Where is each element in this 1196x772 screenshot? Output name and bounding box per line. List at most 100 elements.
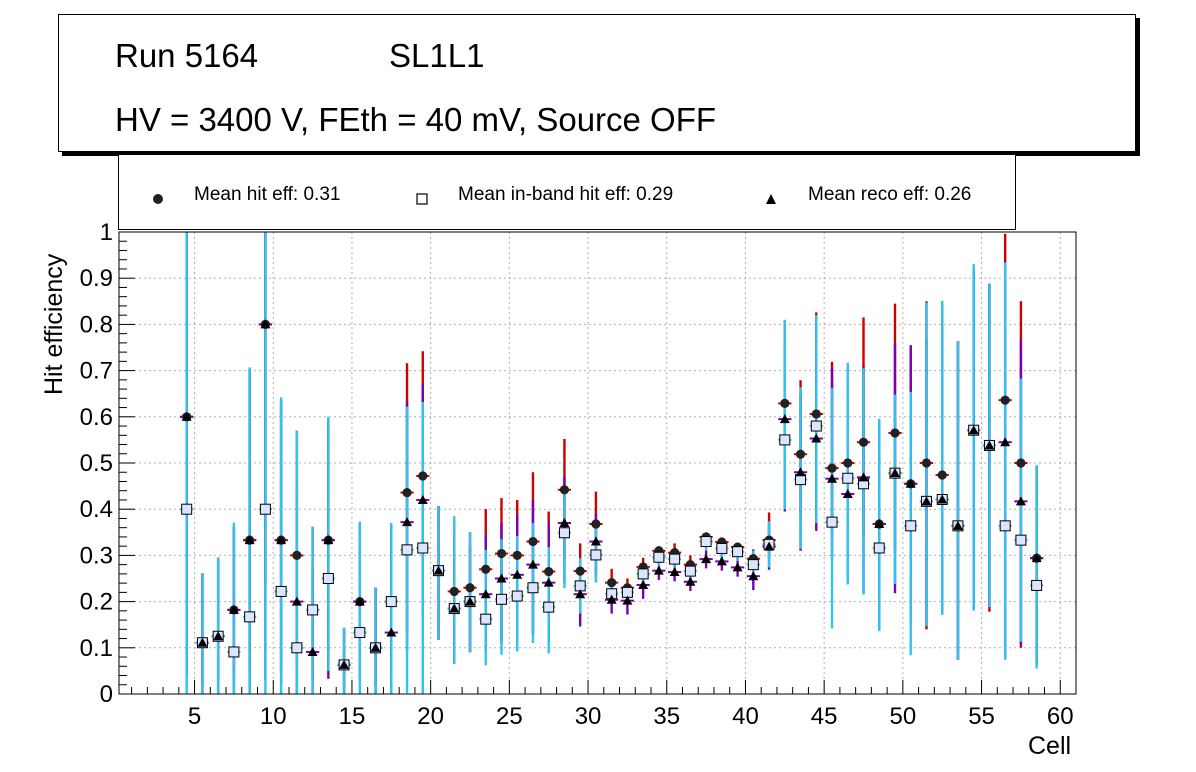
inband-eff-point (385, 596, 397, 608)
hit-eff-point (780, 398, 790, 409)
hit-eff-point (559, 485, 570, 495)
reco-eff-point (465, 596, 476, 606)
legend-circle-marker (153, 194, 163, 204)
reco-eff-point (433, 565, 444, 575)
inband-eff-point (417, 542, 429, 554)
reco-eff-point (197, 637, 208, 647)
reco-eff-point (339, 659, 350, 669)
legend-inband-eff: Mean in-band hit eff: 0.29 (458, 184, 674, 205)
reco-eff-point (905, 478, 916, 488)
reco-eff-point (874, 518, 885, 528)
reco-eff-point (968, 425, 979, 435)
hit-eff-point (921, 458, 932, 468)
reco-eff-point (543, 577, 554, 587)
inband-eff-point (653, 551, 665, 563)
reco-eff-point (858, 472, 869, 482)
legend-triangle-marker (766, 194, 776, 204)
reco-eff-point (638, 579, 649, 589)
legend-square-marker (416, 193, 428, 205)
reco-eff-point (827, 473, 838, 483)
y-tick-label: 0.9 (80, 265, 113, 292)
y-tick-label: 0.2 (80, 589, 113, 616)
legend: Mean hit eff: 0.31 Mean in-band hit eff:… (118, 155, 1016, 230)
reco-eff-point (244, 535, 255, 545)
inband-eff-point (275, 585, 287, 597)
inband-eff-point (684, 565, 696, 577)
inband-eff-point (291, 642, 303, 654)
reco-eff-point (480, 589, 491, 599)
hit-eff-point (795, 449, 806, 459)
hit-eff-point (418, 471, 428, 481)
hit-eff-point (528, 536, 538, 547)
reco-eff-point (779, 414, 790, 424)
hit-eff-point (481, 564, 491, 574)
reco-eff-point (449, 603, 460, 613)
hit-eff-point (402, 487, 412, 498)
y-tick-label: 0.7 (80, 358, 113, 385)
inband-eff-point (590, 549, 602, 561)
reco-eff-point (260, 319, 271, 329)
reco-eff-point (685, 576, 696, 586)
inband-eff-point (669, 553, 681, 565)
run-number: Run 5164 (115, 37, 259, 74)
conditions-text: HV = 3400 V, FEth = 40 mV, Source OFF (115, 101, 717, 138)
grid-lines (119, 231, 1076, 695)
y-tick-label: 0 (100, 681, 113, 708)
x-tick-label: 5 (188, 703, 201, 730)
reco-eff-point (323, 535, 334, 545)
hit-eff-point (827, 463, 837, 473)
data-markers (181, 319, 1043, 671)
reco-eff-point (496, 573, 507, 583)
y-tick-label: 0.6 (80, 404, 113, 431)
inband-eff-point (480, 613, 492, 625)
reco-eff-point (370, 642, 381, 652)
reco-eff-point (402, 517, 413, 527)
reco-eff-point (590, 536, 601, 546)
x-tick-label: 10 (260, 703, 287, 730)
x-tick-label: 35 (653, 703, 680, 730)
hit-eff-point (449, 586, 459, 597)
hit-eff-point (811, 409, 821, 419)
reco-eff-point (559, 518, 570, 528)
reco-eff-point (417, 494, 428, 504)
reco-eff-point (764, 541, 775, 551)
inband-eff-point (495, 593, 507, 605)
y-tick-label: 0.4 (80, 496, 113, 523)
inband-eff-point (1031, 579, 1043, 591)
hit-eff-point (890, 428, 900, 438)
inband-eff-point (999, 520, 1011, 532)
reco-eff-point (701, 554, 712, 564)
hit-eff-point (292, 550, 302, 561)
reco-eff-point (1015, 496, 1026, 506)
inband-eff-point (810, 420, 822, 432)
reco-eff-point (181, 411, 192, 421)
reco-eff-point (669, 567, 680, 577)
reco-eff-point (512, 569, 523, 579)
inband-eff-point (228, 646, 240, 658)
hit-eff-point (465, 583, 475, 593)
inband-eff-point (401, 544, 413, 556)
x-tick-label: 50 (890, 703, 917, 730)
hit-eff-point (512, 550, 522, 561)
inband-eff-point (244, 611, 256, 623)
run-info-box: Run 5164 SL1L1 HV = 3400 V, FEth = 40 mV… (58, 14, 1136, 152)
inband-eff-point (905, 520, 917, 532)
reco-eff-point (291, 596, 302, 606)
hit-eff-point (937, 470, 947, 480)
hit-eff-point (591, 519, 601, 529)
inband-eff-point (181, 503, 193, 515)
y-tick-label: 0.1 (80, 635, 113, 662)
inband-eff-point (716, 542, 728, 554)
reco-eff-point (307, 646, 318, 656)
reco-eff-point (653, 565, 664, 575)
inband-eff-point (543, 601, 555, 613)
reco-eff-point (1031, 553, 1042, 563)
y-tick-label: 0.8 (80, 311, 113, 338)
y-tick-label: 0.3 (80, 542, 113, 569)
inband-eff-point (1015, 534, 1027, 546)
hit-eff-point (544, 566, 554, 577)
hit-eff-point (496, 548, 507, 559)
x-tick-label: 15 (339, 703, 366, 730)
reco-eff-point (527, 559, 538, 569)
y-tick-label: 1 (100, 219, 113, 246)
